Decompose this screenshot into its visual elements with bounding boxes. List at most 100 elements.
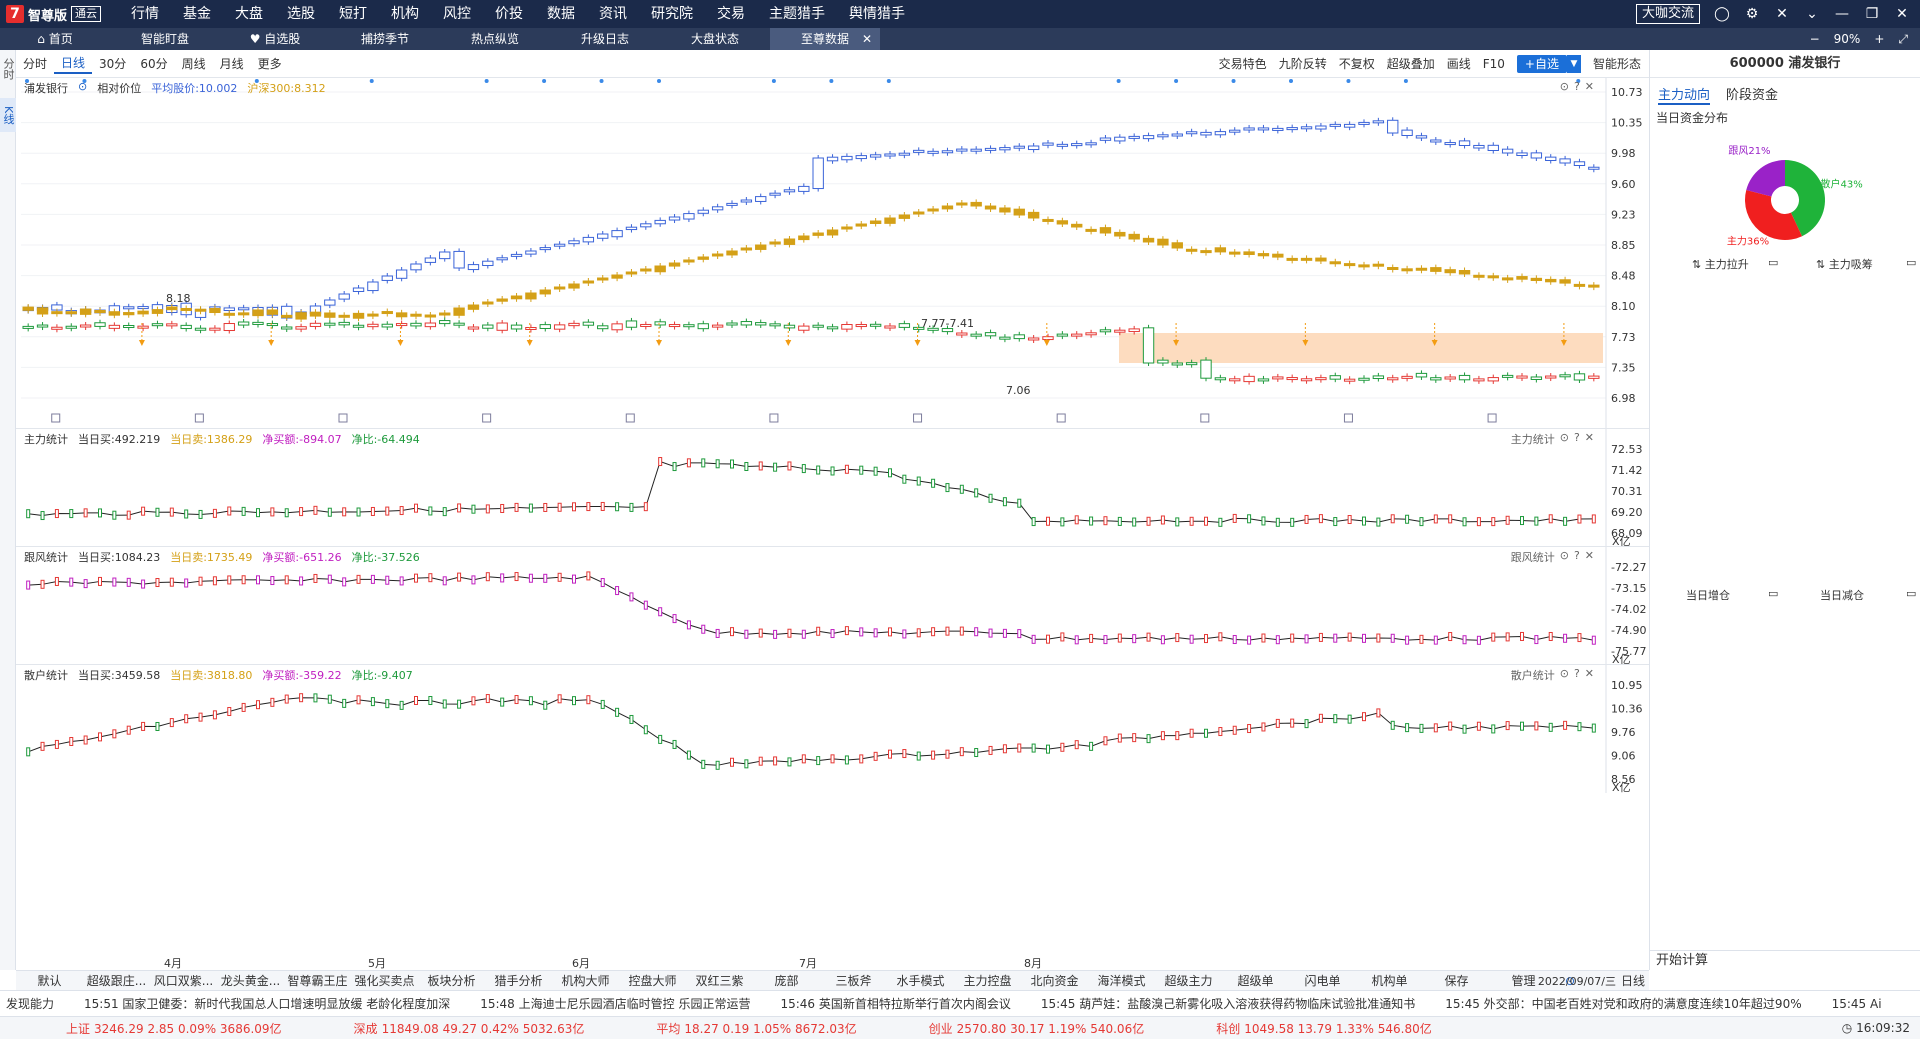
period-option[interactable]: 日线: [54, 54, 93, 74]
start-calc-button[interactable]: 开始计算: [1650, 950, 1920, 970]
news-item[interactable]: 发现能力: [6, 997, 55, 1011]
index-item[interactable]: 平均 18.27 0.19 1.05% 8672.03亿: [656, 1020, 862, 1037]
tab-item[interactable]: 升级日志: [550, 28, 660, 50]
collapse-icon[interactable]: ▭: [1906, 256, 1917, 269]
tab-item[interactable]: 热点纵览: [440, 28, 550, 50]
settings-icon[interactable]: ⊙: [1559, 431, 1569, 444]
strategy-item[interactable]: 三板斧: [835, 974, 872, 988]
settings-icon[interactable]: ⊙: [1559, 667, 1569, 680]
strategy-item[interactable]: 风口双紫...: [153, 974, 214, 988]
expand-icon[interactable]: ⊙: [1565, 973, 1576, 988]
strategy-item[interactable]: 龙头黄金...: [220, 974, 281, 988]
zoom-in-button[interactable]: +: [1874, 31, 1885, 46]
indicator-pane-retail[interactable]: 散户统计 当日买:3459.58 当日卖:3818.80 净买额:-359.22…: [16, 664, 1649, 793]
menu-item[interactable]: 资讯: [599, 6, 628, 22]
menu-item[interactable]: 短打: [339, 6, 368, 22]
tab-close-icon[interactable]: ✕: [861, 32, 872, 46]
help-icon[interactable]: ?: [1573, 431, 1580, 444]
index-item[interactable]: 上证 3246.29 2.85 0.09% 3686.09亿: [66, 1020, 288, 1037]
indicator-pane-main[interactable]: 主力统计 当日买:492.219 当日卖:1386.29 净买额:-894.07…: [16, 428, 1649, 547]
tab-item[interactable]: 智能盯盘: [110, 28, 220, 50]
index-item[interactable]: 创业 2570.80 30.17 1.19% 540.06亿: [929, 1020, 1151, 1037]
dropdown-icon[interactable]: ⊙: [78, 80, 88, 93]
settings-icon[interactable]: ⊙: [1559, 80, 1569, 93]
menu-item[interactable]: 交易: [717, 6, 746, 22]
close-icon[interactable]: ✕: [1584, 549, 1594, 562]
settings-icon[interactable]: ⚙: [1745, 6, 1759, 22]
tab-item[interactable]: ♥ 自选股: [220, 28, 330, 50]
f10-button[interactable]: F10: [1482, 56, 1505, 71]
strategy-item[interactable]: 智尊霸王庄: [287, 974, 348, 988]
close-icon[interactable]: ✕: [1584, 80, 1594, 93]
add-watchlist-dropdown-icon[interactable]: ▼: [1566, 54, 1581, 73]
trade-feature-dropdown[interactable]: 交易特色: [1218, 57, 1267, 71]
news-item[interactable]: 15:51 国家卫健委：新时代我国总人口增速明显放缓 老龄化程度加深: [84, 997, 451, 1011]
period-option[interactable]: 60分: [140, 57, 168, 71]
news-item[interactable]: 15:45 Ai: [1831, 996, 1882, 1011]
menu-item[interactable]: 风控: [443, 6, 472, 22]
add-watchlist-button[interactable]: +自选: [1516, 54, 1567, 73]
index-item[interactable]: 深成 11849.08 49.27 0.42% 5032.63亿: [354, 1020, 591, 1037]
help-icon[interactable]: ?: [1573, 80, 1580, 93]
strategy-item[interactable]: 管理: [1511, 974, 1536, 988]
menu-item[interactable]: 基金: [183, 6, 212, 22]
strategy-item[interactable]: 水手模式: [896, 974, 945, 988]
pin-icon[interactable]: ✕: [1776, 6, 1788, 22]
settings-icon[interactable]: ⊙: [1559, 549, 1569, 562]
collapse-icon[interactable]: ▭: [1906, 587, 1917, 600]
news-item[interactable]: 15:48 上海迪士尼乐园酒店临时管控 乐园正常运营: [480, 997, 751, 1011]
close-icon[interactable]: ✕: [1896, 6, 1908, 22]
coffee-exchange-button[interactable]: 大咖交流: [1635, 4, 1700, 24]
strategy-item[interactable]: 猎手分析: [494, 974, 543, 988]
minimize-icon[interactable]: —: [1835, 6, 1849, 22]
close-icon[interactable]: ✕: [1584, 431, 1594, 444]
strategy-item[interactable]: 强化买卖点: [354, 974, 415, 988]
strategy-item[interactable]: 闪电单: [1304, 974, 1341, 988]
restore-icon[interactable]: ❐: [1865, 6, 1879, 22]
strategy-item[interactable]: 保存: [1444, 974, 1469, 988]
strategy-item[interactable]: 机构大师: [561, 974, 610, 988]
strategy-item[interactable]: 超级跟庄...: [86, 974, 147, 988]
menu-item[interactable]: 机构: [391, 6, 420, 22]
strategy-item[interactable]: 海洋模式: [1097, 974, 1146, 988]
menu-item[interactable]: 行情: [131, 6, 160, 22]
mode-label[interactable]: 相对价位: [97, 82, 142, 95]
tab-item[interactable]: 至尊数据 ✕: [770, 28, 880, 50]
menu-item[interactable]: 数据: [547, 6, 576, 22]
strategy-item[interactable]: 双红三紫: [695, 974, 744, 988]
user-icon[interactable]: ◯: [1714, 6, 1730, 22]
fullscreen-icon[interactable]: ⤢: [1898, 31, 1908, 46]
smart-pattern-button[interactable]: 智能形态: [1592, 57, 1641, 71]
strategy-item[interactable]: 控盘大师: [628, 974, 677, 988]
menu-item[interactable]: 舆情猎手: [849, 6, 906, 22]
close-icon[interactable]: ✕: [1584, 667, 1594, 680]
menu-item[interactable]: 价投: [495, 6, 524, 22]
indicator-pane-follow[interactable]: 跟风统计 当日买:1084.23 当日卖:1735.49 净买额:-651.26…: [16, 546, 1649, 665]
menu-item[interactable]: 选股: [287, 6, 316, 22]
strategy-item[interactable]: 主力控盘: [963, 974, 1012, 988]
news-item[interactable]: 15:45 葫芦娃：盐酸溴己新雾化吸入溶液获得药物临床试验批准通知书: [1040, 997, 1416, 1011]
strategy-item[interactable]: 机构单: [1371, 974, 1408, 988]
news-item[interactable]: 15:46 英国新首相特拉斯举行首次内阁会议: [780, 997, 1011, 1011]
collapse-icon[interactable]: ▭: [1768, 256, 1779, 269]
tab-item[interactable]: 大盘状态: [660, 28, 770, 50]
news-item[interactable]: 15:45 外交部：中国老百姓对党和政府的满意度连续10年超过90%: [1445, 997, 1802, 1011]
menu-item[interactable]: 大盘: [235, 6, 264, 22]
index-item[interactable]: 科创 1049.58 13.79 1.33% 546.80亿: [1216, 1020, 1438, 1037]
strategy-item[interactable]: 默认: [37, 974, 62, 988]
period-option[interactable]: 30分: [99, 57, 127, 71]
period-option[interactable]: 周线: [181, 57, 206, 71]
strategy-item[interactable]: 北向资金: [1030, 974, 1079, 988]
nine-reversal-button[interactable]: 九阶反转: [1278, 57, 1327, 71]
tab-main-flow[interactable]: 主力动向: [1658, 84, 1711, 105]
view-timeshare[interactable]: 分时: [2, 58, 15, 80]
period-option[interactable]: 月线: [219, 57, 244, 71]
strategy-item[interactable]: 超级单: [1237, 974, 1274, 988]
help-icon[interactable]: ?: [1573, 667, 1580, 680]
period-option[interactable]: 更多: [257, 57, 282, 71]
menu-item[interactable]: 主题猎手: [769, 6, 826, 22]
tab-stage-funds[interactable]: 阶段资金: [1726, 88, 1779, 103]
kline-chart[interactable]: 10.73 10.35 9.98 9.60 9.23 8.85 8.48 8.10 7.73 7.…: [16, 78, 1649, 428]
